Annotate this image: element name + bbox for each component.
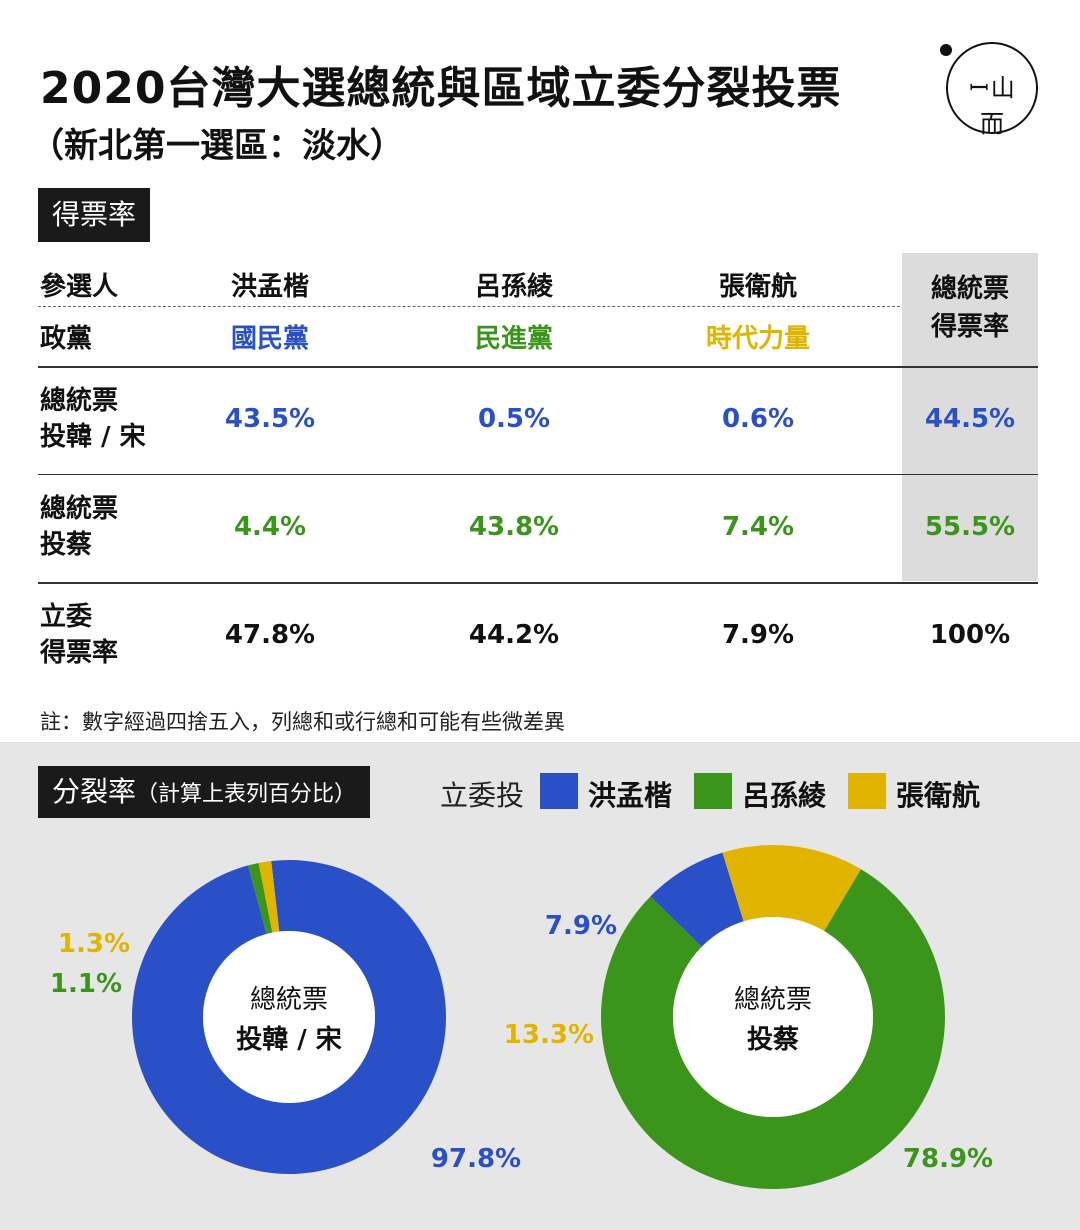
page-title: 2020台灣大選總統與區域立委分裂投票 xyxy=(40,63,842,114)
party-name-3: 時代力量 xyxy=(705,324,810,354)
row2-total: 55.5% xyxy=(924,512,1016,542)
row2-label-line2: 投蔡 xyxy=(40,530,93,560)
total-header-line2: 得票率 xyxy=(930,312,1009,342)
candidate-header: 參選人 xyxy=(40,272,119,302)
legend-swatch-blue xyxy=(540,773,578,809)
table-rule xyxy=(38,366,1038,368)
legend-swatch-yellow xyxy=(848,773,886,809)
donut-value-label-1-1: 97.8% xyxy=(431,1144,521,1174)
legend-label-1: 洪孟楷 xyxy=(588,779,673,812)
donut-value-label-2-3: 13.3% xyxy=(504,1020,594,1050)
row1-label-line2: 投韓 / 宋 xyxy=(40,422,146,452)
donut-center-label-2-2: 投蔡 xyxy=(747,1025,799,1055)
donut-slice-1-3 xyxy=(258,861,280,933)
donut-slice-2-3 xyxy=(722,845,861,932)
party-name-2: 民進黨 xyxy=(474,324,553,354)
legend-label-3: 張衛航 xyxy=(896,779,981,812)
total-header-line1: 總統票 xyxy=(930,274,1009,304)
table-rule xyxy=(38,582,1038,584)
donut-value-label-1-2: 1.1% xyxy=(50,969,122,999)
total-column-background xyxy=(902,253,1038,581)
candidate-name-3: 張衛航 xyxy=(718,272,797,302)
donut-slice-1-2 xyxy=(248,862,273,934)
table-note: 註：數字經過四捨五入，列總和或行總和可能有些微差異 xyxy=(40,710,565,734)
donut-slice-1-1 xyxy=(132,859,447,1174)
row3-label-line2: 得票率 xyxy=(40,638,119,668)
candidate-name-1: 洪孟楷 xyxy=(230,272,309,302)
row3-value-3: 7.9% xyxy=(721,620,795,650)
candidate-name-2: 呂孫綾 xyxy=(474,272,553,302)
row3-label-line1: 立委 xyxy=(40,602,93,632)
donut-center-label-1-1: 總統票 xyxy=(250,985,328,1015)
row1-value-1: 43.5% xyxy=(224,404,316,434)
row2-value-2: 43.8% xyxy=(468,512,560,542)
donut-center-label-2-1: 總統票 xyxy=(734,985,812,1015)
table-rule xyxy=(38,474,1038,475)
donut-center-label-1-2: 投韓 / 宋 xyxy=(236,1025,342,1055)
donut-value-label-2-1: 7.9% xyxy=(545,911,617,941)
legend-label-2: 呂孫綾 xyxy=(742,779,827,812)
logo-glyph: ꟷ山而 xyxy=(969,74,1017,138)
row2-value-3: 7.4% xyxy=(721,512,795,542)
header-divider xyxy=(38,306,900,307)
table-section-tag: 得票率 xyxy=(38,188,151,242)
donut-slice-2-2 xyxy=(601,869,945,1189)
row1-value-3: 0.6% xyxy=(721,404,795,434)
party-name-1: 國民黨 xyxy=(230,324,309,354)
row2-label-line1: 總統票 xyxy=(40,494,119,524)
row1-label-line1: 總統票 xyxy=(40,386,119,416)
row1-total: 44.5% xyxy=(924,404,1016,434)
party-header: 政黨 xyxy=(40,324,93,354)
donut-value-label-2-2: 78.9% xyxy=(903,1144,993,1174)
brand-logo: ꟷ山而 xyxy=(940,42,1038,138)
row3-value-2: 44.2% xyxy=(468,620,560,650)
donut-hole-2 xyxy=(673,917,873,1117)
split-section-tag: 分裂率（計算上表列百分比） xyxy=(38,766,371,818)
legend-title: 立委投 xyxy=(440,779,525,812)
donut-slice-2-1 xyxy=(650,852,744,947)
page-subtitle: （新北第一選區：淡水） xyxy=(30,126,404,166)
donut-hole-1 xyxy=(203,931,375,1103)
legend-swatch-green xyxy=(694,773,732,809)
row1-value-2: 0.5% xyxy=(477,404,551,434)
donut-value-label-1-3: 1.3% xyxy=(58,929,130,959)
row2-value-1: 4.4% xyxy=(233,512,307,542)
row3-value-1: 47.8% xyxy=(224,620,316,650)
row3-total: 100% xyxy=(929,620,1011,650)
logo-dot-icon xyxy=(940,44,952,56)
